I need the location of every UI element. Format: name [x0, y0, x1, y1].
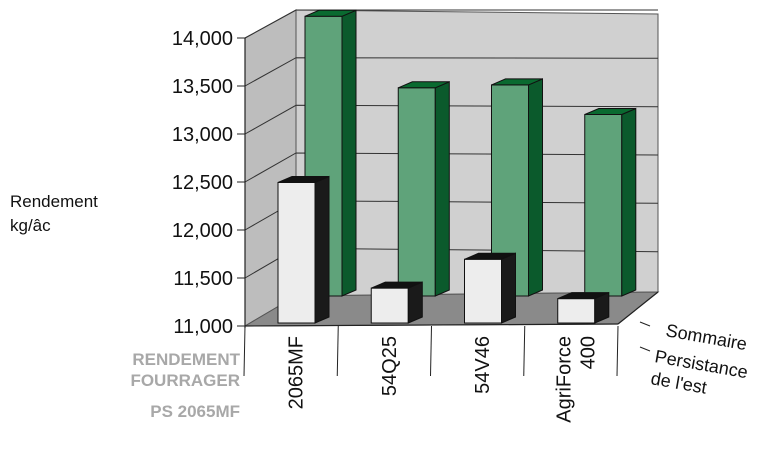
bar-persistance-3-front	[584, 113, 623, 297]
x-tick-label: 400	[577, 336, 599, 369]
bar-sommaire-1-top	[371, 281, 423, 289]
x-axis-line	[244, 323, 619, 327]
bar-sommaire-3-top	[557, 292, 609, 300]
x-category-divider	[523, 325, 526, 377]
gridline	[244, 57, 659, 87]
depth-axis-line	[617, 291, 659, 325]
bar-sommaire-2-front	[464, 258, 502, 324]
bar-sommaire-2-side	[501, 252, 516, 324]
x-tick-label: 54Q25	[379, 336, 401, 396]
bar-persistance-2-side	[528, 78, 543, 297]
bar-persistance-1-front	[397, 87, 436, 297]
bar-persistance-0-top	[304, 9, 357, 17]
y-axis-label-line: Rendement	[10, 192, 98, 211]
bar-sommaire-1-front	[370, 287, 409, 324]
bar-persistance-3-side	[621, 107, 637, 297]
x-category-divider	[336, 325, 339, 377]
bar-sommaire-2-top	[464, 252, 516, 260]
y-tick-label: 13,000	[172, 124, 233, 146]
x-tick-label: 2065MF	[286, 336, 308, 409]
side-caption-line3: PS 2065MF	[150, 402, 240, 421]
bar-sommaire-1-side	[407, 281, 423, 324]
y-tick-label: 14,000	[172, 28, 233, 50]
x-tick-label: 54V46	[472, 336, 494, 394]
y-tick-label: 13,500	[172, 76, 233, 98]
y-axis-label-line: kg/âc	[10, 216, 51, 235]
bar-persistance-1-side	[434, 81, 450, 297]
y-axis-label: Rendement kg/âc	[10, 190, 98, 238]
bar-persistance-0-side	[341, 9, 357, 297]
y-tick-label: 11,500	[173, 268, 233, 290]
bar-sommaire-0-front	[277, 181, 316, 324]
x-category-divider	[430, 325, 432, 377]
side-caption-line1: RENDEMENT	[132, 350, 240, 369]
bar-persistance-3-top	[584, 108, 636, 115]
gridline	[244, 9, 658, 39]
bar-persistance-1-top	[398, 81, 450, 89]
y-tick-label: 12,000	[172, 220, 233, 242]
x-category-divider	[616, 325, 619, 377]
side-caption-line2: FOURRAGER	[130, 371, 240, 390]
bar-sommaire-0-top	[277, 176, 330, 183]
y-tick-label: 11,000	[173, 316, 233, 338]
x-category-divider	[243, 325, 246, 377]
bar-sommaire-0-side	[314, 175, 330, 324]
bar-sommaire-3-front	[557, 298, 596, 324]
series-axis-tick	[639, 346, 651, 352]
bar-persistance-2-top	[491, 78, 543, 86]
series-axis-tick	[639, 321, 651, 327]
x-tick-label: AgriForce	[553, 336, 575, 423]
y-tick-label: 12,500	[172, 172, 233, 194]
